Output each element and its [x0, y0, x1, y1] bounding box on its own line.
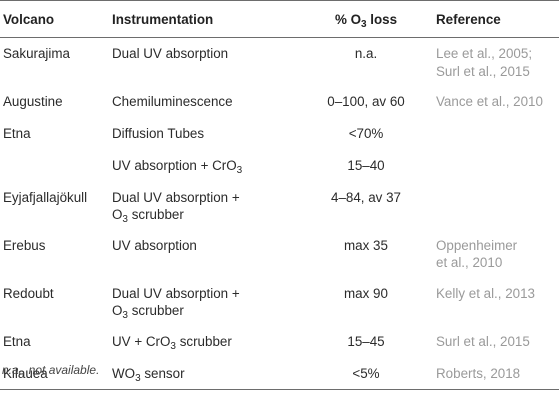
cell-reference: Vance et al., 2010: [430, 86, 559, 118]
instrumentation-text-suffix: scrubber: [127, 303, 184, 319]
cell-reference: [430, 182, 559, 230]
cell-reference: Roberts, 2018: [430, 357, 559, 390]
reference-line-1: Kelly et al., 2013: [436, 285, 536, 301]
cell-ozone-loss: max 35: [344, 237, 388, 253]
cell-volcano: Etna: [3, 125, 31, 141]
table-row: UV absorption + CrO3 15–40: [0, 150, 559, 182]
cell-reference: [430, 118, 559, 150]
instrumentation-line-2: UV absorption + CrO3: [112, 157, 302, 176]
instrumentation-line-1: Chemiluminescence: [112, 93, 233, 109]
cell-reference: Kelly et al., 2013: [430, 278, 559, 326]
reference-line-1: Vance et al., 2010: [436, 93, 543, 109]
instrumentation-text: WO: [112, 365, 136, 381]
table-row: Kilauea WO3 sensor <5% Roberts, 2018: [0, 357, 559, 390]
header-volcano: Volcano: [0, 0, 112, 38]
instrumentation-text-suffix: scrubber: [127, 207, 184, 223]
cell-volcano: Etna: [3, 333, 31, 349]
instrumentation-line-1: UV absorption: [112, 237, 197, 253]
reference-line-2: Surl et al., 2015: [436, 63, 530, 79]
header-loss-suffix: loss: [366, 11, 398, 27]
cell-instrumentation: Dual UV absorption: [112, 38, 302, 86]
cell-reference: Oppenheimer et al., 2010: [430, 230, 559, 278]
table-row: Eyjafjallajökull Dual UV absorption + O3 s…: [0, 182, 559, 230]
instrumentation-text-suffix: scrubber: [175, 333, 232, 349]
table-footnote: n.a., not available.: [2, 363, 100, 377]
cell-volcano: Eyjafjallajökull: [3, 189, 88, 205]
header-ozone-loss: % O3 loss: [302, 0, 430, 38]
cell-instrumentation: Diffusion Tubes: [112, 118, 302, 150]
reference-line-1: Roberts, 2018: [436, 365, 521, 381]
instrumentation-subscript: 3: [122, 310, 128, 322]
cell-volcano: [0, 150, 112, 182]
ozone-loss-table-container: Volcano Instrumentation % O3 loss Refere…: [0, 0, 559, 390]
cell-ozone-loss: 4–84, av 37: [331, 189, 401, 205]
cell-volcano: Erebus: [3, 237, 46, 253]
cell-ozone-loss: 15–40: [347, 157, 385, 173]
reference-line-1: Surl et al., 2015: [436, 333, 530, 349]
cell-volcano: Sakurajima: [3, 46, 70, 61]
cell-volcano: Augustine: [3, 93, 63, 109]
table-row: Sakurajima Dual UV absorption n.a. Lee et a…: [0, 38, 559, 86]
reference-line-2: et al., 2010: [436, 255, 503, 271]
cell-ozone-loss: <70%: [348, 125, 384, 141]
instrumentation-line-2: WO3 sensor: [112, 365, 302, 384]
instrumentation-line-1: Dual UV absorption: [112, 46, 229, 61]
cell-instrumentation: Chemiluminescence: [112, 86, 302, 118]
instrumentation-text-suffix: sensor: [140, 365, 185, 381]
table-row: Augustine Chemiluminescence 0–100, av 60 Va…: [0, 86, 559, 118]
reference-line-1: Oppenheimer: [436, 237, 518, 253]
instrumentation-text: O: [112, 207, 123, 223]
cell-ozone-loss: max 90: [344, 285, 388, 301]
cell-instrumentation: Dual UV absorption + O3 scrubber: [112, 278, 302, 326]
instrumentation-text: UV + CrO: [112, 333, 171, 349]
cell-instrumentation: WO3 sensor: [112, 357, 302, 390]
instrumentation-text: UV absorption + CrO: [112, 157, 237, 173]
cell-ozone-loss: <5%: [302, 357, 430, 390]
instrumentation-line-2: O3 scrubber: [112, 206, 302, 226]
instrumentation-text: O: [112, 303, 123, 319]
reference-line-1: Lee et al., 2005;: [436, 46, 533, 61]
cell-instrumentation: UV absorption: [112, 230, 302, 278]
instrumentation-line-1: Dual UV absorption +: [112, 189, 240, 205]
cell-reference: Surl et al., 2015: [430, 326, 559, 358]
cell-instrumentation: Dual UV absorption + O3 scrubber: [112, 182, 302, 230]
cell-volcano: Kilauea: [0, 357, 112, 390]
header-loss-prefix: % O: [334, 11, 361, 27]
header-instrumentation: Instrumentation: [112, 0, 302, 38]
instrumentation-line-1: Dual UV absorption +: [112, 285, 240, 301]
header-loss-subscript: 3: [360, 18, 367, 30]
instrumentation-subscript: 3: [170, 340, 176, 352]
cell-volcano: Redoubt: [3, 285, 54, 301]
cell-reference: [430, 150, 559, 182]
header-reference: Reference: [430, 0, 559, 38]
instrumentation-line-2: O3 scrubber: [112, 302, 302, 322]
cell-reference: Lee et al., 2005; Surl et al., 2015: [430, 38, 559, 86]
cell-ozone-loss: n.a.: [354, 46, 378, 61]
table-row: Erebus UV absorption max 35 Oppenheimer et a…: [0, 230, 559, 278]
table-row: Redoubt Dual UV absorption + O3 scrubber ma…: [0, 278, 559, 326]
instrumentation-subscript: 3: [236, 164, 243, 176]
instrumentation-line-1: Diffusion Tubes: [112, 125, 205, 141]
table-row: Etna UV + CrO3 scrubber 15–45 Surl et al., …: [0, 326, 559, 358]
cell-ozone-loss: 0–100, av 60: [327, 93, 405, 109]
instrumentation-line-2: UV + CrO3 scrubber: [112, 333, 302, 352]
cell-ozone-loss: 15–45: [347, 333, 385, 349]
ozone-loss-table: Volcano Instrumentation % O3 loss Refere…: [0, 0, 559, 390]
table-body: Sakurajima Dual UV absorption n.a. Lee et a…: [0, 38, 559, 390]
table-header: Volcano Instrumentation % O3 loss Refere…: [0, 0, 559, 38]
table-row: Etna Diffusion Tubes <70%: [0, 118, 559, 150]
cell-instrumentation: UV absorption + CrO3: [112, 150, 302, 182]
cell-instrumentation: UV + CrO3 scrubber: [112, 326, 302, 358]
instrumentation-subscript: 3: [135, 372, 141, 384]
header-row: Volcano Instrumentation % O3 loss Refere…: [0, 0, 559, 38]
instrumentation-subscript: 3: [122, 214, 128, 226]
